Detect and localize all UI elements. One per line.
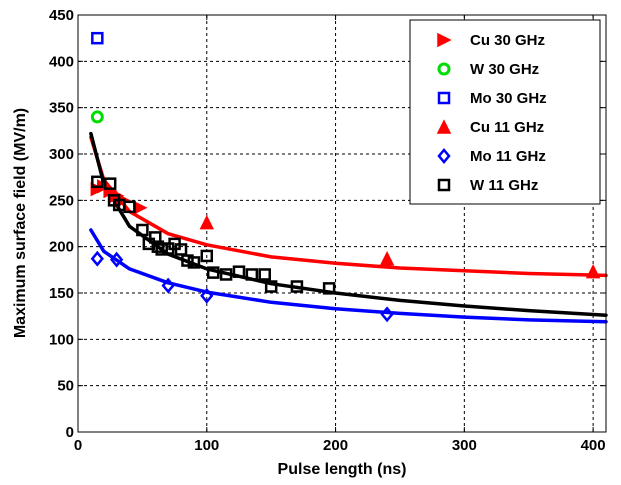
y-tick-label: 300 bbox=[49, 146, 74, 163]
legend-label-mo-11-ghz: Mo 11 GHz bbox=[470, 148, 546, 165]
point-cu-11-ghz bbox=[585, 264, 601, 279]
legend-label-cu-30-ghz: Cu 30 GHz bbox=[470, 32, 545, 49]
y-axis-label: Maximum surface field (MV/m) bbox=[12, 108, 29, 338]
legend-box bbox=[409, 19, 601, 205]
data-markers bbox=[90, 31, 601, 323]
point-mo-11-ghz bbox=[110, 251, 124, 268]
y-tick-label: 350 bbox=[49, 100, 74, 117]
point-w-11-ghz bbox=[136, 223, 149, 237]
point-mo-11-ghz bbox=[161, 277, 175, 294]
y-tick-label: 200 bbox=[49, 239, 74, 256]
legend-marker-cu-30-ghz bbox=[437, 32, 452, 48]
y-tick-label: 50 bbox=[57, 378, 74, 395]
point-w-11-ghz bbox=[187, 256, 201, 269]
point-cu-11-ghz bbox=[379, 251, 395, 266]
point-w-11-ghz bbox=[200, 249, 214, 263]
x-tick-label: 300 bbox=[452, 437, 477, 454]
point-w-30-ghz bbox=[90, 110, 104, 124]
point-w-11-ghz bbox=[103, 177, 117, 190]
x-tick-label: 100 bbox=[194, 437, 219, 454]
point-w-11-ghz bbox=[245, 268, 259, 281]
y-tick-label: 450 bbox=[49, 7, 74, 24]
legend-marker-w-11-ghz bbox=[437, 178, 451, 192]
point-w-11-ghz bbox=[155, 243, 168, 256]
point-w-11-ghz bbox=[232, 265, 246, 278]
point-mo-11-ghz bbox=[90, 250, 104, 267]
point-w-11-ghz bbox=[258, 268, 271, 281]
legend-marker-w-30-ghz bbox=[437, 62, 451, 76]
legend-marker-mo-11-ghz bbox=[437, 148, 451, 164]
point-w-11-ghz bbox=[322, 282, 336, 295]
x-tick-label: 200 bbox=[323, 437, 348, 454]
y-tick-label: 150 bbox=[49, 285, 74, 302]
axis-ticks: 0 100 200 300 400 0 50 100 150 200 250 300 350 400 450 bbox=[49, 7, 606, 454]
fit-curve bbox=[89, 228, 608, 324]
legend-marker-cu-11-ghz bbox=[436, 119, 452, 134]
point-w-11-ghz bbox=[219, 268, 233, 281]
point-cu-11-ghz bbox=[199, 214, 214, 230]
plot-frame bbox=[77, 14, 607, 433]
legend-label-w-11-ghz: W 11 GHz bbox=[470, 177, 538, 194]
legend-marker-mo-30-ghz bbox=[437, 91, 451, 105]
x-axis-label: Pulse length (ns) bbox=[278, 461, 407, 478]
legend-label-w-30-ghz: W 30 GHz bbox=[470, 61, 539, 78]
point-mo-11-ghz bbox=[380, 306, 394, 323]
point-w-11-ghz bbox=[174, 243, 188, 256]
point-w-11-ghz bbox=[206, 266, 220, 279]
y-tick-label: 400 bbox=[49, 53, 74, 70]
x-tick-label: 0 bbox=[74, 437, 82, 454]
fit-curve bbox=[89, 131, 608, 317]
legend-label-mo-30-ghz: Mo 30 GHz bbox=[470, 90, 547, 107]
point-mo-30-ghz bbox=[91, 31, 104, 45]
point-w-11-ghz bbox=[91, 175, 104, 189]
y-tick-label: 250 bbox=[49, 192, 74, 209]
point-mo-11-ghz bbox=[200, 287, 214, 304]
x-tick-label: 400 bbox=[581, 437, 606, 454]
legend: Cu 30 GHz W 30 GHz Mo 30 GHz Cu 11 GHz Mo 11… bbox=[409, 19, 601, 205]
point-w-11-ghz bbox=[264, 280, 278, 293]
y-tick-label: 0 bbox=[66, 424, 74, 441]
legend-label-cu-11-ghz: Cu 11 GHz bbox=[470, 119, 544, 136]
y-tick-label: 100 bbox=[49, 331, 74, 348]
point-w-11-ghz bbox=[123, 200, 136, 214]
point-w-11-ghz bbox=[181, 254, 194, 267]
point-w-11-ghz bbox=[290, 280, 304, 293]
